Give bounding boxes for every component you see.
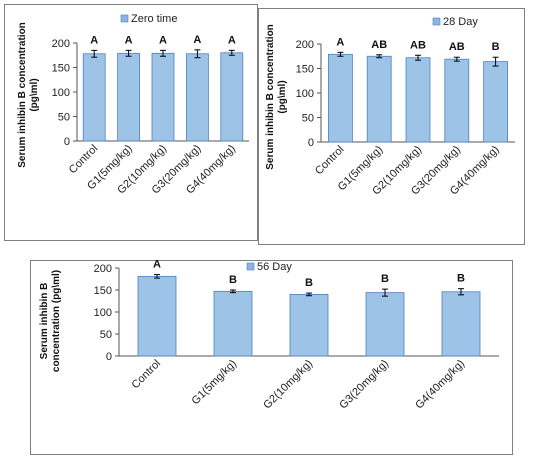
bar — [483, 61, 509, 143]
chart-panel-zero-time: 0 50 100 150 200 A Control A G1(5mg/kg) A G2(10mg/… — [4, 4, 258, 241]
y-tick-label: 200 — [94, 263, 112, 275]
legend-label: Zero time — [131, 13, 177, 25]
chart-56-day: 0 50 100 150 200 A Control B G1(5mg/kg) B G2(10mg/… — [39, 259, 499, 412]
legend-label: 56 Day — [257, 261, 292, 273]
y-tick-label: 200 — [52, 38, 70, 50]
significance-label: A — [193, 34, 201, 46]
legend-swatch — [432, 17, 441, 26]
bar — [220, 52, 244, 142]
y-tick-label: 0 — [308, 137, 314, 149]
bar — [365, 292, 405, 357]
x-tick-label: G3(20mg/kg) — [337, 358, 391, 412]
y-tick-label: 150 — [52, 63, 70, 75]
y-tick-label: 50 — [100, 329, 112, 341]
significance-label: A — [90, 34, 98, 46]
bar — [328, 53, 353, 143]
y-axis-label-line: Serum inhibin B concentration — [265, 24, 276, 170]
y-tick-label: 50 — [302, 113, 314, 125]
bar — [117, 52, 140, 142]
x-tick-label: G1(5mg/kg) — [190, 358, 240, 408]
y-tick-label: 150 — [296, 64, 314, 76]
significance-label: A — [153, 259, 161, 271]
y-axis-label-line: Serum inhibin B — [39, 283, 50, 360]
y-tick-label: 100 — [296, 88, 314, 100]
significance-label: A — [336, 36, 344, 48]
significance-label: B — [381, 273, 389, 285]
y-axis-label: Serum inhibin B concentration(pg\ml) — [17, 22, 40, 168]
x-tick-label: Control — [130, 358, 164, 392]
y-axis-label-line: (pg\ml) — [277, 80, 288, 113]
bar — [366, 55, 392, 143]
significance-label: AB — [371, 39, 387, 51]
y-tick-label: 0 — [106, 351, 112, 363]
bar — [444, 58, 470, 143]
y-axis-label-line: concentration (pg\ml) — [51, 270, 62, 372]
significance-label: A — [125, 34, 133, 46]
significance-label: B — [229, 274, 237, 286]
chart-panel-28-day: 0 50 100 150 200 A Control AB G1(5mg/kg) AB G2(10m… — [258, 8, 525, 245]
y-axis-label: Serum inhibin Bconcentration (pg\ml) — [39, 270, 62, 372]
legend-label: 28 Day — [443, 16, 478, 28]
legend-swatch — [120, 14, 129, 23]
y-tick-label: 0 — [64, 136, 70, 148]
significance-label: AB — [449, 41, 465, 53]
x-tick-label: Control — [313, 144, 347, 178]
significance-label: B — [492, 41, 500, 53]
y-axis-label-line: (pg\ml) — [29, 78, 40, 111]
y-tick-label: 100 — [52, 87, 70, 99]
bar — [185, 53, 209, 142]
bar — [151, 52, 175, 142]
significance-label: AB — [410, 39, 426, 51]
bar — [441, 291, 481, 357]
significance-label: B — [305, 277, 313, 289]
bar — [213, 290, 253, 357]
x-tick-label: G2(10mg/kg) — [261, 358, 315, 412]
significance-label: A — [159, 34, 167, 46]
y-axis-label: Serum inhibin B concentration(pg\ml) — [265, 24, 288, 170]
significance-label: A — [228, 34, 236, 46]
legend-swatch — [246, 262, 255, 271]
bar — [137, 275, 177, 357]
significance-label: B — [457, 273, 465, 285]
x-tick-label: Control — [67, 143, 101, 177]
chart-panel-56-day: 0 50 100 150 200 A Control B G1(5mg/kg) B G2(10mg/… — [30, 259, 513, 455]
x-tick-label: G4(40mg/kg) — [413, 358, 467, 412]
bar — [82, 53, 106, 142]
y-tick-label: 200 — [296, 39, 314, 51]
y-tick-label: 100 — [94, 307, 112, 319]
y-tick-label: 150 — [94, 285, 112, 297]
y-tick-label: 50 — [58, 112, 70, 124]
bar — [289, 294, 329, 357]
y-axis-label-line: Serum inhibin B concentration — [17, 22, 28, 168]
bar — [405, 57, 431, 143]
